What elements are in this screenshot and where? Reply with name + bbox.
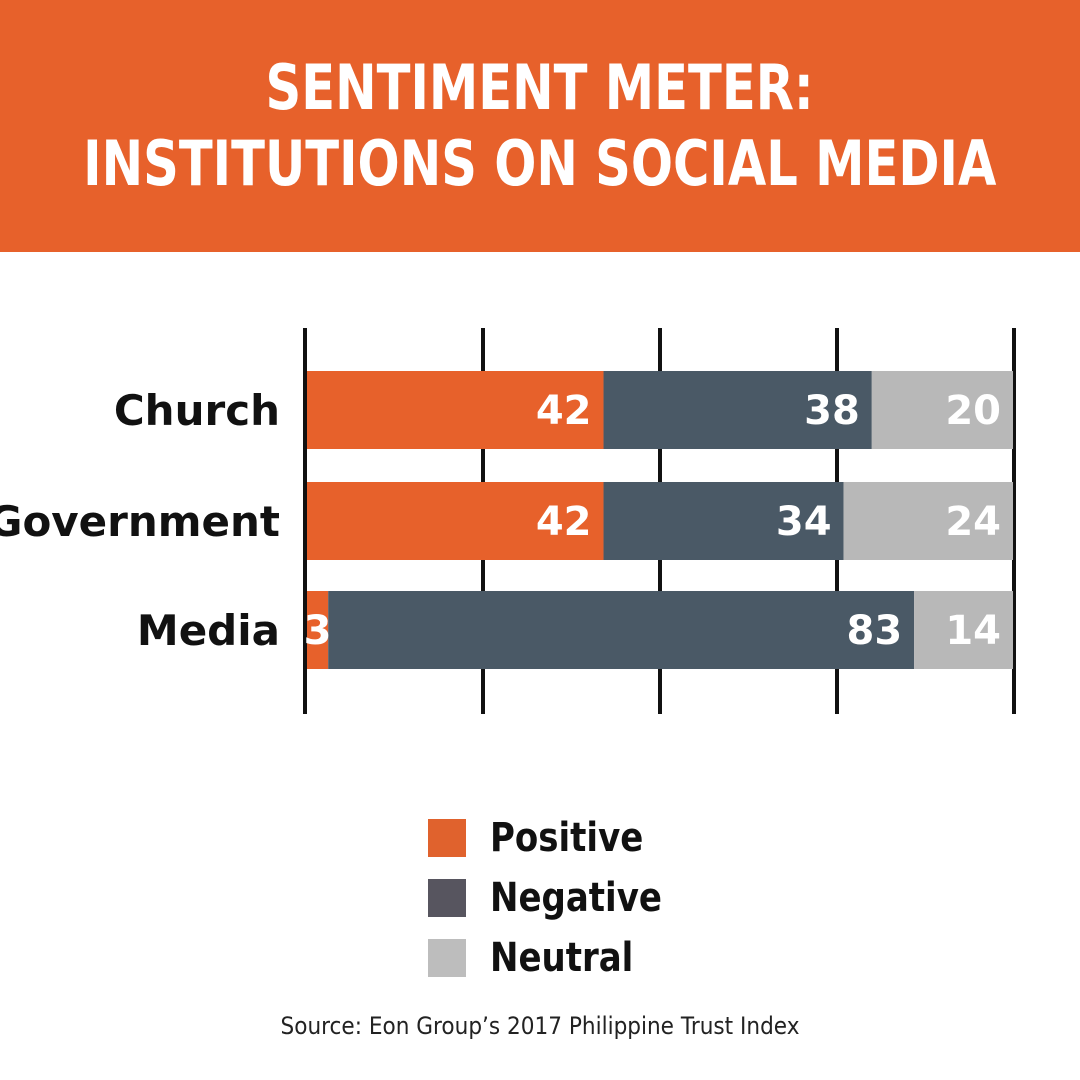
- legend: Positive Negative Neutral: [428, 812, 828, 992]
- category-label-government: Government: [0, 497, 280, 546]
- value-label-government-negative: 34: [776, 499, 832, 545]
- bar-media-positive: [307, 591, 329, 669]
- legend-label-neutral: Neutral: [490, 935, 634, 981]
- bar-church-neutral: [871, 371, 1013, 449]
- bar-government-neutral: [843, 482, 1013, 560]
- legend-label-positive: Positive: [490, 815, 644, 861]
- bar-government-positive: [307, 482, 604, 560]
- title-line-2: INSTITUTIONS ON SOCIAL MEDIA: [83, 127, 997, 200]
- value-label-media-negative: 83: [846, 608, 902, 654]
- title-line-1: SENTIMENT METER:: [265, 51, 815, 124]
- value-label-government-positive: 42: [536, 499, 592, 545]
- source-note: Source: Eon Group’s 2017 Philippine Trus…: [280, 1012, 800, 1040]
- category-label-church: Church: [114, 386, 280, 435]
- legend-label-negative: Negative: [490, 875, 662, 921]
- legend-swatch-neutral: [428, 939, 466, 977]
- bar-media-neutral: [914, 591, 1013, 669]
- value-label-church-negative: 38: [804, 388, 860, 434]
- legend-swatch-positive: [428, 819, 466, 857]
- bar-government-negative: [603, 482, 844, 560]
- value-label-government-neutral: 24: [945, 499, 1001, 545]
- bar-church-negative: [603, 371, 872, 449]
- legend-item-positive: Positive: [428, 815, 670, 861]
- legend-item-neutral: Neutral: [428, 935, 659, 981]
- bar-church-positive: [307, 371, 604, 449]
- value-label-church-positive: 42: [536, 388, 592, 434]
- value-label-media-positive: 3: [304, 608, 332, 654]
- legend-item-negative: Negative: [428, 875, 692, 921]
- bar-media-negative: [328, 591, 915, 669]
- legend-swatch-negative: [428, 879, 466, 917]
- category-label-media: Media: [137, 606, 280, 655]
- value-label-church-neutral: 20: [945, 388, 1001, 434]
- title-banner: SENTIMENT METER: INSTITUTIONS ON SOCIAL …: [0, 0, 1080, 252]
- stacked-bar-chart: 42 38 20 Church 42 34 24 Government 3 83 14 Media: [0, 328, 1016, 714]
- value-label-media-neutral: 14: [945, 608, 1001, 654]
